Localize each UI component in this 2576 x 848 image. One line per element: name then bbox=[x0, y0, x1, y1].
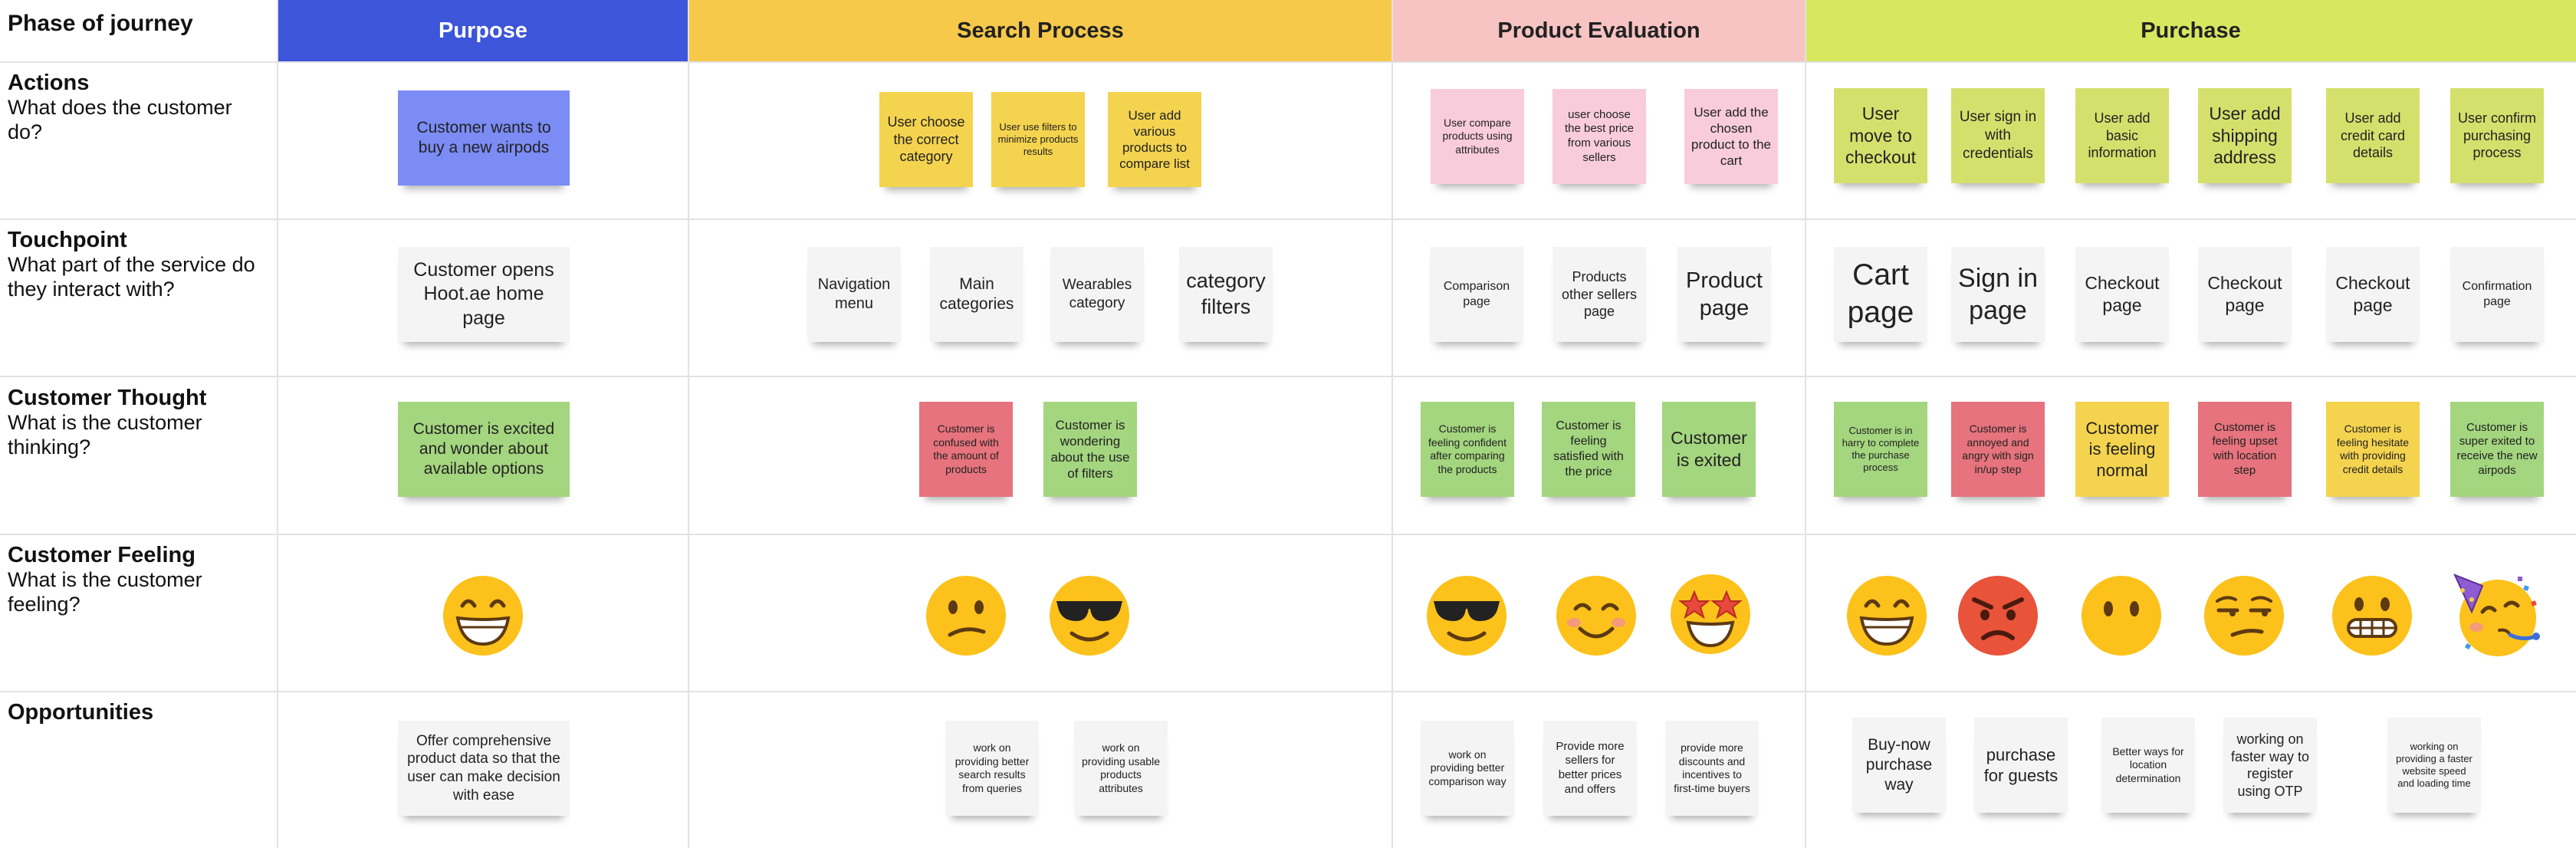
grid-divider bbox=[1805, 0, 1806, 848]
sticky-note-thought[interactable]: Customer is in harry to complete the pur… bbox=[1834, 402, 1927, 497]
sticky-note-touchpoint[interactable]: Checkout page bbox=[2198, 247, 2292, 342]
sticky-note-action[interactable]: User add the chosen product to the cart bbox=[1684, 89, 1778, 184]
sticky-note-action[interactable]: User move to checkout bbox=[1834, 88, 1927, 183]
grid-divider bbox=[1392, 0, 1393, 848]
sunglasses-face-icon bbox=[1050, 576, 1129, 656]
sticky-note-touchpoint[interactable]: Products other sellers page bbox=[1552, 247, 1646, 342]
party-face-icon bbox=[2453, 574, 2540, 656]
sticky-note-touchpoint[interactable]: Navigation menu bbox=[807, 247, 901, 342]
sticky-note-action[interactable]: Customer wants to buy a new airpods bbox=[398, 90, 570, 186]
grid-divider bbox=[0, 61, 2576, 63]
grid-divider bbox=[0, 691, 2576, 692]
confused-face-icon bbox=[926, 576, 1006, 656]
phase-header-purchase: Purchase bbox=[1806, 0, 2576, 61]
sticky-note-opportunity[interactable]: purchase for guests bbox=[1974, 718, 2068, 813]
row-subtitle: What does the customer do? bbox=[8, 96, 232, 143]
sticky-note-action[interactable]: User add shipping address bbox=[2198, 88, 2292, 183]
sticky-note-touchpoint[interactable]: Cart page bbox=[1834, 247, 1927, 342]
row-subtitle: What is the customer feeling? bbox=[8, 568, 202, 616]
phase-header-product-evaluation: Product Evaluation bbox=[1392, 0, 1806, 61]
sticky-note-touchpoint[interactable]: Main categories bbox=[930, 247, 1024, 342]
sticky-note-touchpoint[interactable]: Confirmation page bbox=[2450, 247, 2544, 342]
sticky-note-opportunity[interactable]: working on providing a faster website sp… bbox=[2387, 718, 2481, 813]
smiling-face-icon bbox=[1556, 576, 1636, 656]
sticky-note-touchpoint[interactable]: Checkout page bbox=[2326, 247, 2420, 342]
row-title: Touchpoint bbox=[8, 228, 127, 252]
sticky-note-action[interactable]: user choose the best price from various … bbox=[1552, 89, 1646, 184]
grinning-face-icon bbox=[1847, 576, 1927, 656]
phase-header-purpose: Purpose bbox=[278, 0, 688, 61]
row-label-customer-feeling: Customer Feeling What is the customer fe… bbox=[8, 543, 272, 616]
sticky-note-thought[interactable]: Customer is feeling upset with location … bbox=[2198, 402, 2292, 497]
sticky-note-thought[interactable]: Customer is super exited to receive the … bbox=[2450, 402, 2544, 497]
sticky-note-thought[interactable]: Customer is confused with the amount of … bbox=[919, 402, 1013, 497]
sticky-note-touchpoint[interactable]: category filters bbox=[1179, 247, 1273, 342]
row-label-opportunities: Opportunities bbox=[8, 700, 272, 725]
row-title: Opportunities bbox=[8, 700, 154, 725]
sticky-note-opportunity[interactable]: working on faster way to register using … bbox=[2223, 718, 2317, 813]
grinning-face-icon bbox=[443, 576, 523, 656]
row-title: Customer Feeling bbox=[8, 543, 196, 567]
sticky-note-opportunity[interactable]: work on providing usable products attrib… bbox=[1074, 721, 1168, 816]
grid-divider bbox=[0, 534, 2576, 535]
row-label-customer-thought: Customer Thought What is the customer th… bbox=[8, 386, 272, 459]
sticky-note-thought[interactable]: Customer is feeling satisfied with the p… bbox=[1542, 402, 1635, 497]
sticky-note-action[interactable]: User add credit card details bbox=[2326, 88, 2420, 183]
sticky-note-opportunity[interactable]: work on providing better search results … bbox=[945, 721, 1039, 816]
neutral-face-icon bbox=[2082, 576, 2161, 656]
sticky-note-thought[interactable]: Customer is excited and wonder about ava… bbox=[398, 402, 570, 497]
sunglasses-face-icon bbox=[1427, 576, 1506, 656]
row-title: Actions bbox=[8, 71, 90, 95]
row-label-actions: Actions What does the customer do? bbox=[8, 71, 272, 144]
sticky-note-thought[interactable]: Customer is feeling normal bbox=[2075, 402, 2169, 497]
sticky-note-opportunity[interactable]: Buy-now purchase way bbox=[1852, 718, 1946, 813]
row-title: Customer Thought bbox=[8, 386, 207, 410]
sticky-note-opportunity[interactable]: work on providing better comparison way bbox=[1421, 721, 1514, 816]
sticky-note-thought[interactable]: Customer is feeling confident after comp… bbox=[1421, 402, 1514, 497]
sticky-note-action[interactable]: User sign in with credentials bbox=[1951, 88, 2045, 183]
grid-divider bbox=[0, 376, 2576, 377]
sticky-note-action[interactable]: User confirm purchasing process bbox=[2450, 88, 2544, 183]
sticky-note-opportunity[interactable]: Better ways for location determination bbox=[2101, 718, 2195, 813]
grimacing-face-icon bbox=[2332, 576, 2412, 656]
grid-divider bbox=[0, 219, 2576, 220]
sticky-note-thought[interactable]: Customer is annoyed and angry with sign … bbox=[1951, 402, 2045, 497]
sticky-note-touchpoint[interactable]: Checkout page bbox=[2075, 247, 2169, 342]
sticky-note-touchpoint[interactable]: Product page bbox=[1677, 247, 1771, 342]
phase-header-search-process: Search Process bbox=[688, 0, 1392, 61]
sticky-note-touchpoint[interactable]: Comparison page bbox=[1430, 247, 1523, 342]
sticky-note-touchpoint[interactable]: Wearables category bbox=[1050, 247, 1144, 342]
sticky-note-action[interactable]: User choose the correct category bbox=[879, 92, 973, 187]
sticky-note-thought[interactable]: Customer is wondering about the use of f… bbox=[1043, 402, 1137, 497]
sticky-note-thought[interactable]: Customer is feeling hesitate with provid… bbox=[2326, 402, 2420, 497]
grid-divider bbox=[277, 0, 278, 848]
row-label-touchpoint: Touchpoint What part of the service do t… bbox=[8, 228, 272, 301]
star-struck-face-icon bbox=[1671, 574, 1750, 654]
unamused-face-icon bbox=[2204, 576, 2284, 656]
sticky-note-opportunity[interactable]: provide more discounts and incentives to… bbox=[1665, 721, 1759, 816]
sticky-note-opportunity[interactable]: Provide more sellers for better prices a… bbox=[1543, 721, 1637, 816]
row-subtitle: What is the customer thinking? bbox=[8, 411, 202, 459]
sticky-note-action[interactable]: User add various products to compare lis… bbox=[1108, 92, 1201, 187]
sticky-note-action[interactable]: User use filters to minimize products re… bbox=[991, 92, 1085, 187]
phase-of-journey-label: Phase of journey bbox=[0, 0, 278, 61]
sticky-note-action[interactable]: User compare products using attributes bbox=[1431, 89, 1524, 184]
grid-divider bbox=[688, 0, 689, 848]
sticky-note-touchpoint[interactable]: Customer opens Hoot.ae home page bbox=[398, 247, 570, 342]
sticky-note-opportunity[interactable]: Offer comprehensive product data so that… bbox=[398, 721, 570, 816]
angry-face-icon bbox=[1958, 576, 2038, 656]
sticky-note-action[interactable]: User add basic information bbox=[2075, 88, 2169, 183]
sticky-note-thought[interactable]: Customer is exited bbox=[1662, 402, 1756, 497]
sticky-note-touchpoint[interactable]: Sign in page bbox=[1951, 247, 2045, 342]
row-subtitle: What part of the service do they interac… bbox=[8, 253, 255, 301]
